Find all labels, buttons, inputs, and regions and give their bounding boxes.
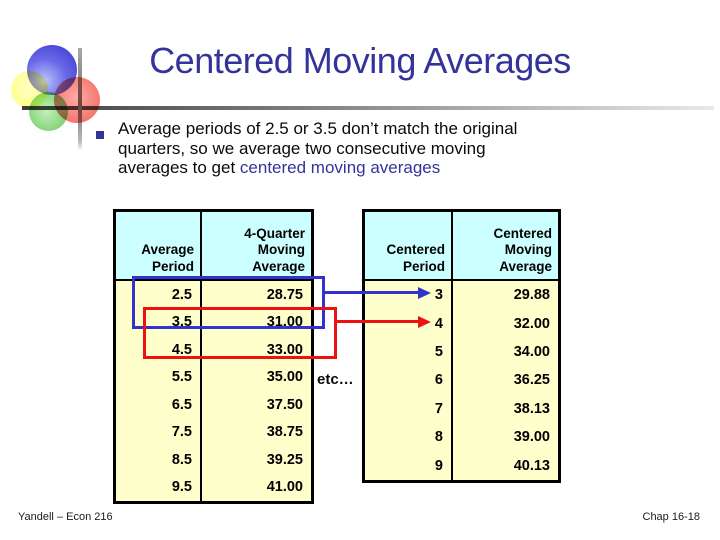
bullet-line-3-plain: averages to get [118, 158, 240, 177]
table-row: 4.5 33.00 [116, 336, 311, 364]
bullet-paragraph: Average periods of 2.5 or 3.5 don’t matc… [118, 119, 517, 178]
table-row: 5 34.00 [365, 337, 558, 367]
red-group-rect [143, 307, 337, 359]
bullet-line-2: quarters, so we average two consecutive … [118, 138, 486, 158]
bullet-line-1: Average periods of 2.5 or 3.5 don’t matc… [118, 119, 518, 138]
moving-average-cell: 37.50 [266, 396, 303, 413]
header-4q-moving-average: 4-Quarter Moving Average [202, 212, 311, 279]
header-centered-moving-average: Centered Moving Average [453, 212, 558, 279]
average-period-cell: 7.5 [116, 418, 202, 446]
centered-moving-average-cell: 29.88 [513, 287, 550, 304]
footer-chapter: Chap 16-18 [642, 511, 701, 523]
centered-period-cell: 5 [365, 337, 453, 367]
moving-average-cell: 33.00 [266, 341, 303, 358]
average-period-cell: 2.5 [116, 281, 202, 309]
blue-arrow-head-icon [418, 286, 431, 299]
table-row: 7 38.13 [365, 394, 558, 424]
footer-author: Yandell – Econ 216 [18, 511, 113, 523]
table-row: 2.5 28.75 [116, 281, 311, 309]
centered-moving-average-cell: 36.25 [513, 372, 550, 389]
centered-period-cell: 6 [365, 366, 453, 395]
centered-moving-average-cell: 39.00 [513, 429, 550, 446]
centered-period-cell: 9 [365, 451, 453, 480]
table-row: 9 40.13 [365, 451, 558, 480]
etc-label: etc… [317, 371, 354, 388]
title-divider-rule [22, 106, 714, 110]
bullet-line-3: averages to get centered moving averages [118, 158, 517, 178]
logo-green-circle [29, 92, 68, 131]
centered-moving-average-cell: 32.00 [513, 315, 550, 332]
centered-moving-average-cell: 38.13 [513, 400, 550, 417]
average-period-cell: 6.5 [116, 391, 202, 419]
centered-period-cell: 4 [365, 309, 453, 338]
centered-average-table: Centered Period Centered Moving Average … [362, 209, 561, 483]
red-arrow-line [336, 320, 419, 323]
moving-average-cell: 41.00 [266, 479, 303, 496]
average-period-cell: 9.5 [116, 473, 202, 501]
centered-average-table-header: Centered Period Centered Moving Average [365, 212, 558, 281]
header-centered-period: Centered Period [365, 212, 453, 279]
highlighted-term: centered moving averages [239, 158, 441, 177]
centered-average-table-body: 3 29.88 4 32.00 5 34.00 6 36.25 [365, 281, 558, 480]
moving-average-cell: 35.00 [266, 369, 303, 386]
table-row: 5.5 35.00 [116, 363, 311, 391]
moving-average-cell: 28.75 [266, 286, 303, 303]
blue-group-rect [132, 276, 325, 329]
centered-moving-average-cell: 40.13 [513, 457, 550, 474]
blue-arrow-line [324, 291, 419, 294]
average-period-cell: 8.5 [116, 446, 202, 474]
bullet-square-icon [96, 131, 104, 139]
header-average-period: Average Period [116, 212, 202, 279]
slide-title: Centered Moving Averages [149, 40, 571, 81]
centered-period-cell: 3 [365, 281, 453, 310]
moving-average-cell: 38.75 [266, 424, 303, 441]
red-arrow-head-icon [418, 315, 431, 328]
average-period-cell: 5.5 [116, 363, 202, 391]
centered-period-cell: 8 [365, 423, 453, 452]
table-row: 4 32.00 [365, 309, 558, 338]
table-row: 3 29.88 [365, 281, 558, 310]
centered-period-cell: 7 [365, 394, 453, 424]
table-row: 6 36.25 [365, 366, 558, 395]
moving-average-cell: 39.25 [266, 451, 303, 468]
table-row: 8.5 39.25 [116, 446, 311, 474]
moving-average-table-header: Average Period 4-Quarter Moving Average [116, 212, 311, 281]
table-row: 8 39.00 [365, 423, 558, 452]
average-period-cell: 4.5 [116, 336, 202, 364]
table-row: 6.5 37.50 [116, 391, 311, 419]
table-row: 9.5 41.00 [116, 473, 311, 501]
centered-moving-average-cell: 34.00 [513, 344, 550, 361]
table-row: 7.5 38.75 [116, 418, 311, 446]
